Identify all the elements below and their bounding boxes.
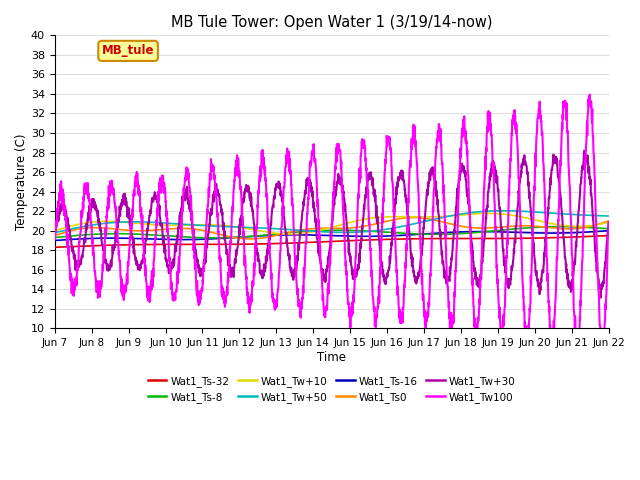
Legend: Wat1_Ts-32, Wat1_Ts-8, Wat1_Tw+10, Wat1_Tw+50, Wat1_Ts-16, Wat1_Ts0, Wat1_Tw+30,: Wat1_Ts-32, Wat1_Ts-8, Wat1_Tw+10, Wat1_… xyxy=(143,372,520,407)
Title: MB Tule Tower: Open Water 1 (3/19/14-now): MB Tule Tower: Open Water 1 (3/19/14-now… xyxy=(171,15,492,30)
Y-axis label: Temperature (C): Temperature (C) xyxy=(15,133,28,230)
X-axis label: Time: Time xyxy=(317,351,346,364)
Text: MB_tule: MB_tule xyxy=(102,44,154,58)
